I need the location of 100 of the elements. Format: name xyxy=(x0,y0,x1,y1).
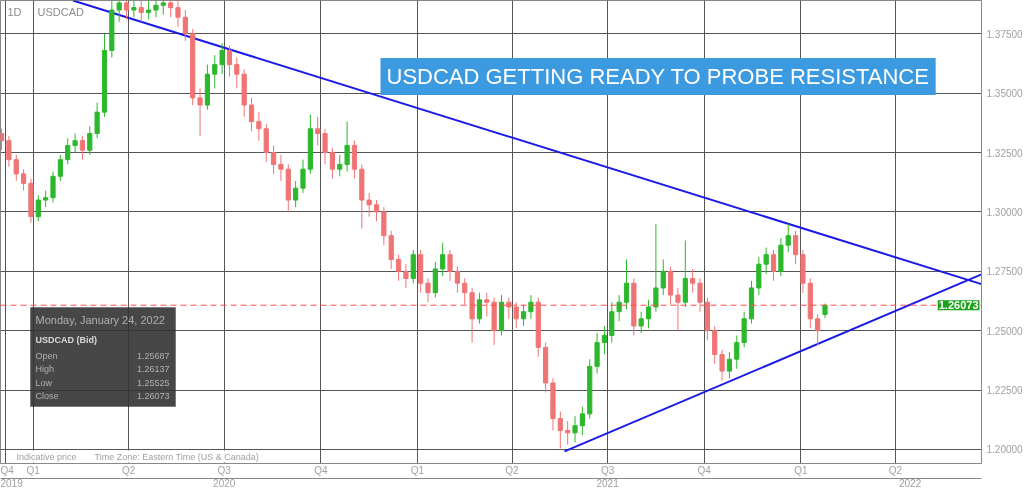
candlestick xyxy=(572,415,578,443)
candlestick xyxy=(138,0,144,23)
x-tick-label: Q2 xyxy=(121,464,136,476)
candlestick xyxy=(690,268,696,294)
candlestick xyxy=(366,192,372,218)
annotation: 1.26073 xyxy=(136,391,170,401)
annotation: 1D xyxy=(7,5,22,18)
candlestick xyxy=(388,230,394,270)
candlestick xyxy=(447,249,453,282)
candlestick xyxy=(579,406,585,436)
annotation: Close xyxy=(35,391,59,401)
candlestick xyxy=(131,0,137,18)
y-tick-label: 1.37500 xyxy=(986,28,1024,40)
candlestick xyxy=(87,125,93,156)
x-tick-label: Q2 xyxy=(505,464,520,476)
candlestick xyxy=(712,325,718,365)
candlestick xyxy=(373,199,380,222)
candlestick xyxy=(263,123,269,163)
candlestick xyxy=(278,154,284,182)
candlestick xyxy=(425,277,431,303)
candlestick xyxy=(520,304,527,327)
candlestick xyxy=(785,223,791,253)
candlestick xyxy=(21,168,27,192)
candlestick xyxy=(440,242,446,277)
annotation: Monday, January 24, 2022 xyxy=(35,313,165,326)
candlestick xyxy=(616,294,622,322)
candlestick xyxy=(484,292,490,317)
candlestick xyxy=(50,171,56,203)
candlestick xyxy=(668,266,674,306)
candlestick xyxy=(660,258,666,296)
candlestick xyxy=(462,277,468,306)
x-tick-label: Q2 xyxy=(888,464,903,476)
candlestick xyxy=(13,154,19,182)
y-tick-label: 1.27500 xyxy=(986,266,1024,278)
candlestick xyxy=(300,159,306,194)
candlestick xyxy=(248,97,255,132)
annotation: Indicative price xyxy=(16,451,77,462)
x2-tick-label: 2019 xyxy=(0,477,24,489)
candlestick xyxy=(792,230,799,265)
x-tick-label: Q1 xyxy=(26,464,41,476)
annotation: 1.25525 xyxy=(136,377,170,388)
x-tick-label: Q4 xyxy=(0,464,15,476)
candlestick xyxy=(513,301,519,329)
candlestick xyxy=(403,263,409,289)
candlestick xyxy=(182,9,188,42)
candlestick xyxy=(697,277,703,313)
annotation: 1.26137 xyxy=(136,364,170,374)
candlestick xyxy=(153,0,159,18)
candlestick xyxy=(770,249,777,282)
candlestick xyxy=(197,87,203,137)
y-tick-label: 1.25000 xyxy=(986,325,1024,337)
candlestick xyxy=(638,311,644,334)
candlestick xyxy=(57,154,63,182)
candlestick xyxy=(476,292,483,325)
candlestick xyxy=(609,301,615,344)
candlestick xyxy=(645,299,652,329)
candlestick xyxy=(395,254,402,282)
candlestick xyxy=(256,111,262,142)
candlestick xyxy=(123,0,130,20)
x2-tick-label: 2021 xyxy=(596,477,620,489)
candlestick xyxy=(6,135,12,168)
x2-tick-label: 2022 xyxy=(898,477,922,489)
candlestick xyxy=(557,410,563,449)
x-tick-label: Q3 xyxy=(600,464,615,476)
candlestick xyxy=(726,351,733,379)
x-tick-label: Q1 xyxy=(794,464,808,476)
y-tick-label: 1.22500 xyxy=(986,385,1024,397)
candlestick xyxy=(72,133,78,154)
candlestick xyxy=(734,334,740,370)
candlestick xyxy=(623,258,630,310)
candlestick xyxy=(315,116,321,146)
ref-line-label: 1.26073 xyxy=(938,299,979,312)
candlestick xyxy=(65,137,71,165)
candlestick xyxy=(212,54,218,89)
candlestick xyxy=(322,128,328,165)
x-tick-label: Q4 xyxy=(314,464,328,476)
candlestick xyxy=(675,287,681,332)
candlestick xyxy=(35,194,41,222)
text: USDCAD GETTING READY TO PROBE RESISTANCE xyxy=(386,64,929,89)
x-tick-label: Q1 xyxy=(410,464,425,476)
annotation: Open xyxy=(35,350,58,361)
candlestick xyxy=(454,266,460,294)
candlestick xyxy=(601,325,608,355)
x-tick-label: Q3 xyxy=(217,464,232,476)
candlestick xyxy=(79,135,86,161)
x-tick-label: Q4 xyxy=(697,464,712,476)
candlestick xyxy=(763,247,769,275)
candlestick xyxy=(145,0,152,20)
candlestick xyxy=(653,223,659,313)
annotation: 1.25687 xyxy=(136,350,170,361)
y-tick-label: 1.35000 xyxy=(986,88,1024,100)
annotation: Time Zone: Eastern Time (US & Canada) xyxy=(94,451,259,462)
annotation: Low xyxy=(35,377,53,388)
candlestick xyxy=(293,180,299,208)
candlestick xyxy=(594,332,600,374)
annotation: USDCAD (Bid) xyxy=(35,334,97,345)
candlestick xyxy=(815,313,821,346)
candlestick xyxy=(432,261,438,298)
candlestick xyxy=(506,296,512,320)
candlestick xyxy=(351,140,358,180)
